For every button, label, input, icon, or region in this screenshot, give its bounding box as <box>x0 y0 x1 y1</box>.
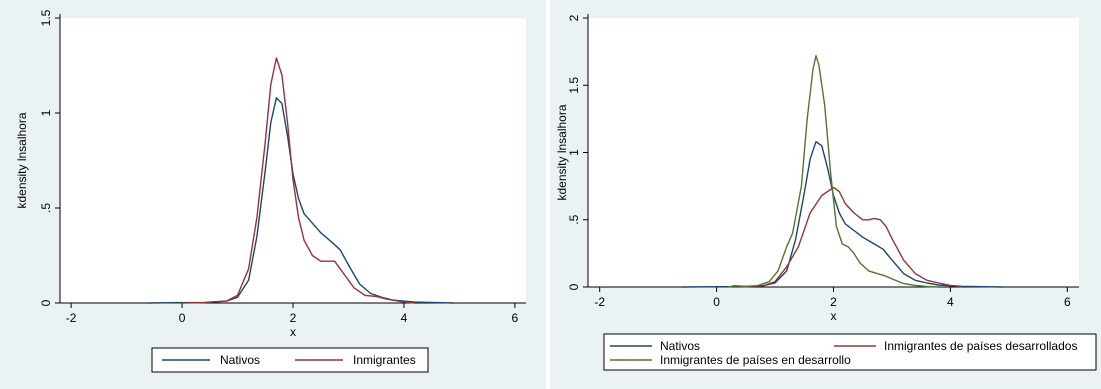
y-tick-label: 2 <box>567 14 581 21</box>
legend-label: Inmigrantes <box>353 353 416 367</box>
legend-box <box>603 333 1097 371</box>
chart-panel-right: -2 0 2 4 6 0 .5 1 1.5 2 kdensity lnsalhora x Nativos… <box>550 0 1101 389</box>
x-tick-label: 4 <box>401 311 408 325</box>
x-tick-label: 4 <box>947 295 954 309</box>
plot-area <box>60 18 526 303</box>
x-axis-title: x <box>831 309 837 323</box>
y-tick-label: .5 <box>567 214 581 224</box>
legend-label: Inmigrantes de países en desarrollo <box>660 353 851 367</box>
x-axis-title: x <box>290 325 296 339</box>
legend-label: Nativos <box>220 353 260 367</box>
series-line-3 <box>728 55 939 288</box>
x-tick-label: 2 <box>290 311 297 325</box>
y-tick-label: 1.5 <box>567 77 581 94</box>
x-tick-label: 2 <box>830 295 837 309</box>
plot-area <box>588 18 1079 287</box>
y-tick-label: .5 <box>39 203 53 213</box>
density-chart-left: -2 0 2 4 6 0 .5 1 1.5 kdensity lnsalhora x Nativos I… <box>15 9 526 373</box>
y-axis-title: kdensity lnsalhora <box>15 112 29 208</box>
legend-label: Nativos <box>660 339 700 353</box>
y-tick-label: 1 <box>39 109 53 116</box>
y-axis-title: kdensity lnsalhora <box>555 104 569 200</box>
x-tick-label: -2 <box>66 311 77 325</box>
series-line-1 <box>681 141 1004 288</box>
y-tick-label: 1.5 <box>39 9 53 26</box>
series-line-2 <box>181 57 416 304</box>
legend-label: Inmigrantes de países desarrollados <box>884 339 1077 353</box>
y-tick-label: 1 <box>567 149 581 156</box>
x-tick-label: 6 <box>512 311 519 325</box>
series-line-1 <box>148 97 454 304</box>
y-tick-label: 0 <box>39 299 53 306</box>
series-line-2 <box>739 186 963 288</box>
x-tick-label: -2 <box>594 295 605 309</box>
x-tick-label: 6 <box>1064 295 1071 309</box>
density-chart-right: -2 0 2 4 6 0 .5 1 1.5 2 kdensity lnsalhora x Nativos… <box>555 14 1097 371</box>
x-tick-label: 0 <box>713 295 720 309</box>
x-tick-label: 0 <box>179 311 186 325</box>
chart-panel-left: -2 0 2 4 6 0 .5 1 1.5 kdensity lnsalhora x Nativos I… <box>0 0 546 389</box>
y-tick-label: 0 <box>567 283 581 290</box>
